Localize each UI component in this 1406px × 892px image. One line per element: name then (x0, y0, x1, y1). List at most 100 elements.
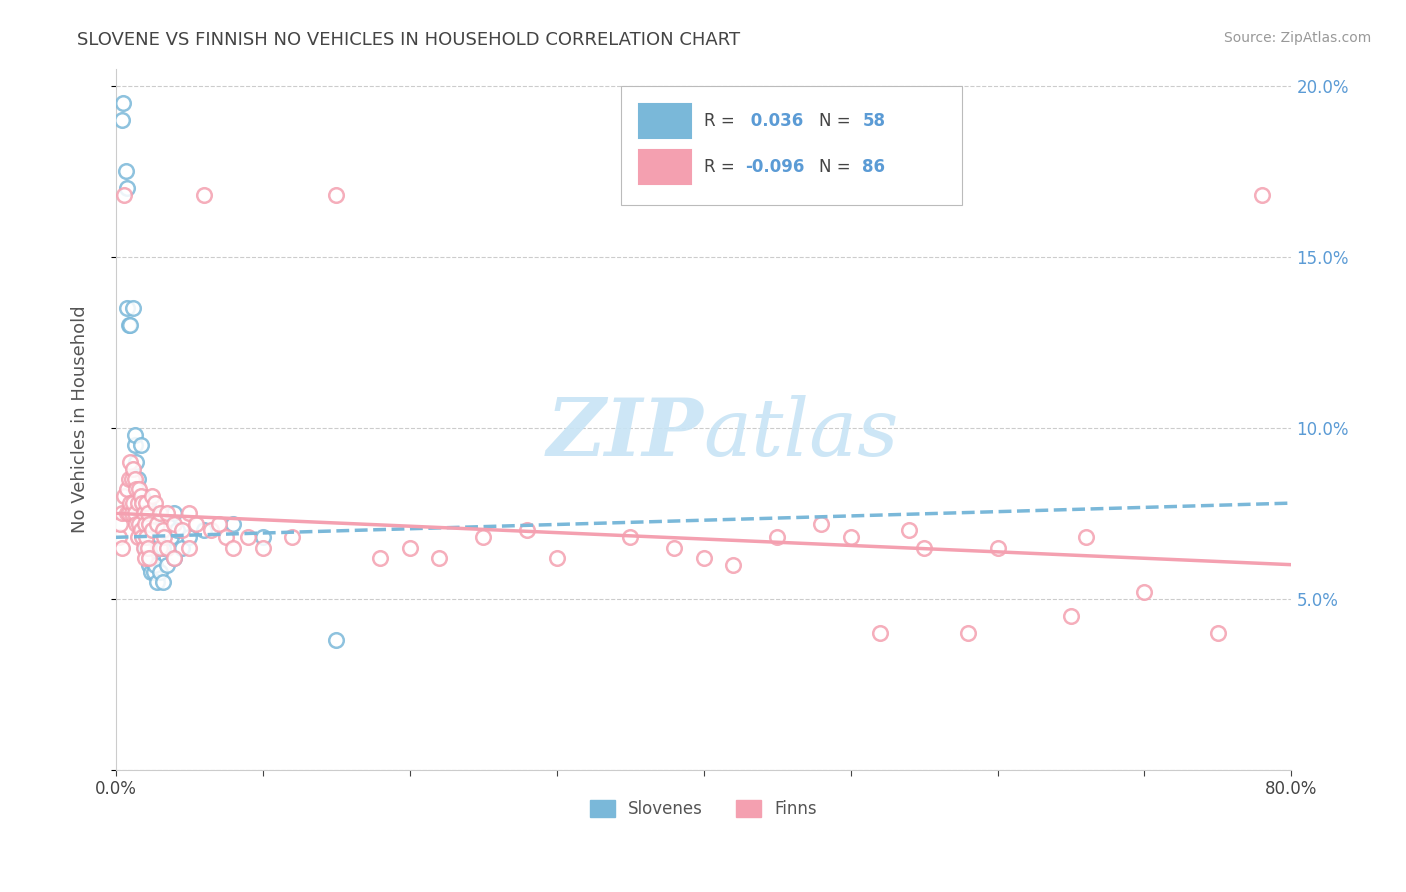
Point (135, 516, 157, 531)
Point (692, 550, 714, 565)
Point (281, 530, 304, 544)
FancyBboxPatch shape (638, 150, 690, 184)
Point (146, 574, 169, 589)
Point (1060, 609, 1083, 624)
Point (193, 524, 215, 538)
Point (1074, 530, 1097, 544)
Point (117, 483, 139, 497)
Point (121, 472, 143, 486)
Point (108, 516, 131, 531)
Point (721, 558, 744, 572)
Point (179, 530, 201, 544)
Point (129, 489, 152, 503)
Point (163, 507, 186, 521)
Point (129, 489, 152, 503)
Point (134, 550, 156, 565)
Point (810, 516, 832, 531)
Point (138, 558, 160, 572)
Text: 86: 86 (862, 158, 886, 176)
Point (152, 524, 174, 538)
Point (120, 455, 142, 469)
FancyBboxPatch shape (621, 86, 962, 205)
Text: N =: N = (818, 158, 856, 176)
Point (110, 112, 132, 127)
Point (912, 541, 935, 555)
Text: ZIP: ZIP (547, 394, 703, 472)
Point (149, 530, 172, 544)
Point (156, 516, 179, 531)
Point (125, 483, 148, 497)
Text: atlas: atlas (703, 394, 898, 472)
Point (252, 541, 274, 555)
Point (156, 541, 179, 555)
Point (325, 188, 347, 202)
Point (127, 530, 149, 544)
Point (149, 507, 172, 521)
Point (110, 541, 132, 555)
Point (149, 541, 172, 555)
Point (120, 496, 142, 510)
Point (107, 530, 129, 544)
Point (135, 541, 157, 555)
Point (179, 541, 201, 555)
Point (136, 530, 159, 544)
Text: SLOVENE VS FINNISH NO VEHICLES IN HOUSEHOLD CORRELATION CHART: SLOVENE VS FINNISH NO VEHICLES IN HOUSEH… (77, 31, 741, 49)
Point (986, 541, 1008, 555)
Point (166, 524, 188, 538)
Point (132, 507, 155, 521)
Point (131, 530, 153, 544)
Point (200, 524, 222, 538)
Point (118, 318, 141, 333)
Point (516, 524, 538, 538)
Point (1206, 626, 1229, 640)
Point (139, 530, 162, 544)
Point (149, 565, 172, 579)
Point (222, 516, 245, 531)
Point (156, 507, 179, 521)
Point (128, 507, 150, 521)
Point (163, 550, 186, 565)
Point (142, 530, 165, 544)
Point (207, 516, 229, 531)
Point (132, 541, 155, 555)
Point (146, 541, 169, 555)
Point (129, 524, 152, 538)
Point (141, 516, 163, 531)
Point (170, 541, 193, 555)
Point (619, 530, 641, 544)
Point (129, 438, 152, 452)
Point (122, 489, 145, 503)
Point (131, 496, 153, 510)
Text: 58: 58 (862, 112, 886, 130)
Point (118, 507, 141, 521)
Y-axis label: No Vehicles in Household: No Vehicles in Household (72, 305, 89, 533)
Point (115, 164, 138, 178)
Point (143, 524, 166, 538)
Point (134, 516, 156, 531)
Point (957, 626, 980, 640)
Point (146, 516, 169, 531)
Point (236, 530, 259, 544)
Point (136, 507, 159, 521)
Point (869, 626, 891, 640)
Point (839, 530, 862, 544)
Point (215, 530, 238, 544)
Point (128, 516, 150, 531)
Point (222, 541, 245, 555)
Text: R =: R = (703, 158, 740, 176)
Text: N =: N = (818, 112, 856, 130)
Point (125, 516, 148, 531)
Point (117, 181, 139, 195)
Point (135, 530, 157, 544)
Point (139, 565, 162, 579)
Point (138, 516, 160, 531)
Point (427, 550, 450, 565)
Point (138, 524, 160, 538)
Legend: Slovenes, Finns: Slovenes, Finns (583, 793, 824, 825)
Point (1133, 585, 1156, 599)
Point (662, 541, 685, 555)
Point (325, 632, 347, 647)
Point (128, 483, 150, 497)
Point (127, 496, 149, 510)
Point (132, 507, 155, 521)
